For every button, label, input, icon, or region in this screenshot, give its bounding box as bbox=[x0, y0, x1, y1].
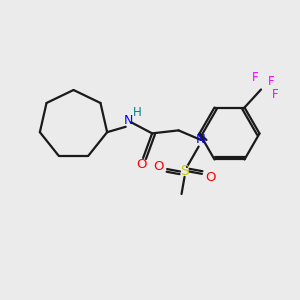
Text: F: F bbox=[252, 71, 259, 84]
Text: S: S bbox=[180, 164, 189, 178]
Text: H: H bbox=[134, 106, 142, 119]
Text: F: F bbox=[272, 88, 279, 101]
Text: O: O bbox=[137, 158, 147, 171]
Text: O: O bbox=[154, 160, 164, 172]
Text: F: F bbox=[268, 75, 275, 88]
Text: N: N bbox=[196, 134, 206, 146]
Text: O: O bbox=[205, 171, 216, 184]
Text: N: N bbox=[124, 114, 134, 127]
